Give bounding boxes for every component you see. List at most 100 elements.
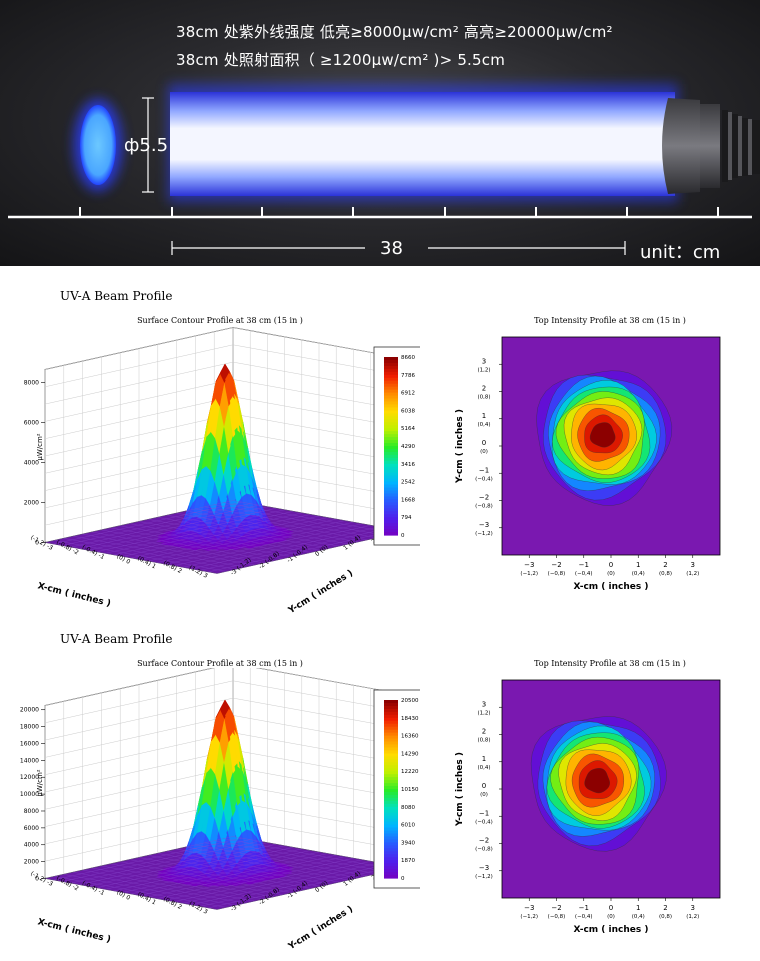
- colorbar-label: 794: [401, 515, 412, 521]
- colorbar-band: [384, 830, 398, 835]
- colorbar-band: [384, 478, 398, 483]
- floor-line: [191, 862, 380, 906]
- colorbar-band: [384, 851, 398, 855]
- y-tick-sublabel: (0,4): [477, 422, 490, 428]
- surface-chart-title: Surface Contour Profile at 38 cm (15 in …: [137, 659, 303, 668]
- colorbar-band: [384, 374, 398, 379]
- gridline: [44, 396, 234, 439]
- x-axis-label: X-cm ( inches ): [574, 925, 649, 935]
- floor-line: [185, 510, 359, 543]
- heatmap-plot: [501, 679, 721, 899]
- y-tick-sublabel: (0,4): [477, 765, 490, 771]
- colorbar-label: 6010: [401, 823, 415, 829]
- z-tick-label: 10000: [20, 791, 39, 798]
- colorbar-band: [384, 496, 398, 500]
- x-tick-label: 2: [663, 904, 667, 912]
- floor-line: [185, 846, 359, 879]
- y-tick-label: 3: [482, 700, 486, 708]
- floor-line: [214, 840, 387, 872]
- colorbar-band: [384, 791, 398, 796]
- colorbar-band: [384, 789, 398, 793]
- colorbar-band: [384, 404, 398, 409]
- colorbar-band: [384, 750, 398, 754]
- colorbar-band: [384, 505, 398, 509]
- colorbar-band: [384, 511, 398, 515]
- colorbar-label: 0: [401, 876, 405, 882]
- colorbar-band: [384, 407, 398, 411]
- gridline: [44, 344, 234, 388]
- gridline: [44, 749, 234, 793]
- x-tick-sublabel: (0,4): [632, 571, 645, 577]
- colorbar-band: [384, 720, 398, 725]
- colorbar-band: [384, 487, 398, 492]
- colorbar-band: [384, 365, 398, 370]
- colorbar-band: [384, 762, 398, 766]
- colorbar-band: [384, 440, 398, 444]
- x-tick-label: −2: [551, 561, 561, 569]
- y-tick-sublabel: (−0,4): [475, 476, 493, 482]
- colorbar-band: [384, 481, 398, 486]
- colorbar-band: [384, 797, 398, 802]
- z-tick-label: 0: [35, 876, 39, 883]
- y-tick-label: −1: [479, 809, 489, 817]
- floor-line: [173, 523, 363, 566]
- y-tick-label: 3: [482, 357, 486, 365]
- z-tick-label: 2000: [24, 500, 39, 507]
- z-tick-label: 20000: [20, 707, 39, 714]
- uv-beam-banner: 38cm 处紫外线强度 低亮≥8000μw/cm² 高亮≥20000μw/cm²…: [0, 0, 760, 266]
- floor-line: [191, 526, 380, 570]
- floor-line: [204, 842, 377, 874]
- gridline: [44, 379, 234, 422]
- gridline: [44, 327, 234, 370]
- y-tick-label: 1: [482, 412, 486, 420]
- z-tick-label: 8000: [24, 808, 39, 815]
- gridline: [44, 680, 234, 724]
- floor-line: [195, 508, 368, 541]
- colorbar-band: [384, 359, 398, 364]
- floor-line: [165, 858, 354, 901]
- surface-patch: [284, 530, 294, 533]
- section-title: UV-A Beam Profile: [60, 632, 173, 646]
- surface-chart-title: Surface Contour Profile at 38 cm (15 in …: [137, 316, 303, 325]
- z-tick-label: 2000: [24, 859, 39, 866]
- colorbar-band: [384, 413, 398, 417]
- colorbar-band: [384, 493, 398, 498]
- colorbar-label: 14290: [401, 751, 419, 757]
- colorbar-band: [384, 833, 398, 838]
- colorbar-band: [384, 729, 398, 734]
- colorbar-band: [384, 437, 398, 441]
- z-axis-label: μW/cm²: [36, 433, 44, 460]
- colorbar-band: [384, 499, 398, 503]
- floor-line: [167, 515, 340, 547]
- x-tick-sublabel: (−0,4): [575, 914, 593, 920]
- colorbar-band: [384, 854, 398, 858]
- y-tick-sublabel: (0,8): [477, 738, 490, 744]
- colorbar-band: [384, 386, 398, 391]
- colorbar-band: [384, 842, 398, 846]
- x-tick-sublabel: (0): [607, 914, 615, 920]
- colorbar-band: [384, 422, 398, 426]
- colorbar-band: [384, 866, 398, 870]
- gridline: [44, 732, 234, 775]
- top-intensity-chart: −3 (−1,2) −2 (−0,8) −1 (−0,4) 0 (0) 1 (0,4) 2 (0,8)…: [455, 679, 721, 935]
- floor-line: [157, 853, 330, 885]
- colorbar-band: [384, 705, 398, 710]
- colorbar-band: [384, 708, 398, 713]
- floor-line: [182, 861, 371, 904]
- x-axis-label: X-cm ( inches ): [36, 917, 111, 945]
- y-tick-sublabel: (0): [480, 792, 488, 798]
- floor-line: [167, 851, 340, 883]
- colorbar-band: [384, 768, 398, 772]
- colorbar-band: [384, 502, 398, 506]
- gridline: [44, 715, 234, 758]
- colorbar-band: [384, 780, 398, 784]
- unit-label: unit：cm: [640, 242, 721, 263]
- colorbar-band: [384, 457, 398, 462]
- colorbar-band: [384, 526, 398, 530]
- colorbar-band: [384, 827, 398, 832]
- colorbar-label: 7786: [401, 373, 415, 379]
- z-axis-label: μW/cm²: [36, 769, 44, 796]
- colorbar-band: [384, 741, 398, 746]
- colorbar: [384, 700, 398, 879]
- y-axis-label: Y-cm ( inches ): [286, 568, 355, 616]
